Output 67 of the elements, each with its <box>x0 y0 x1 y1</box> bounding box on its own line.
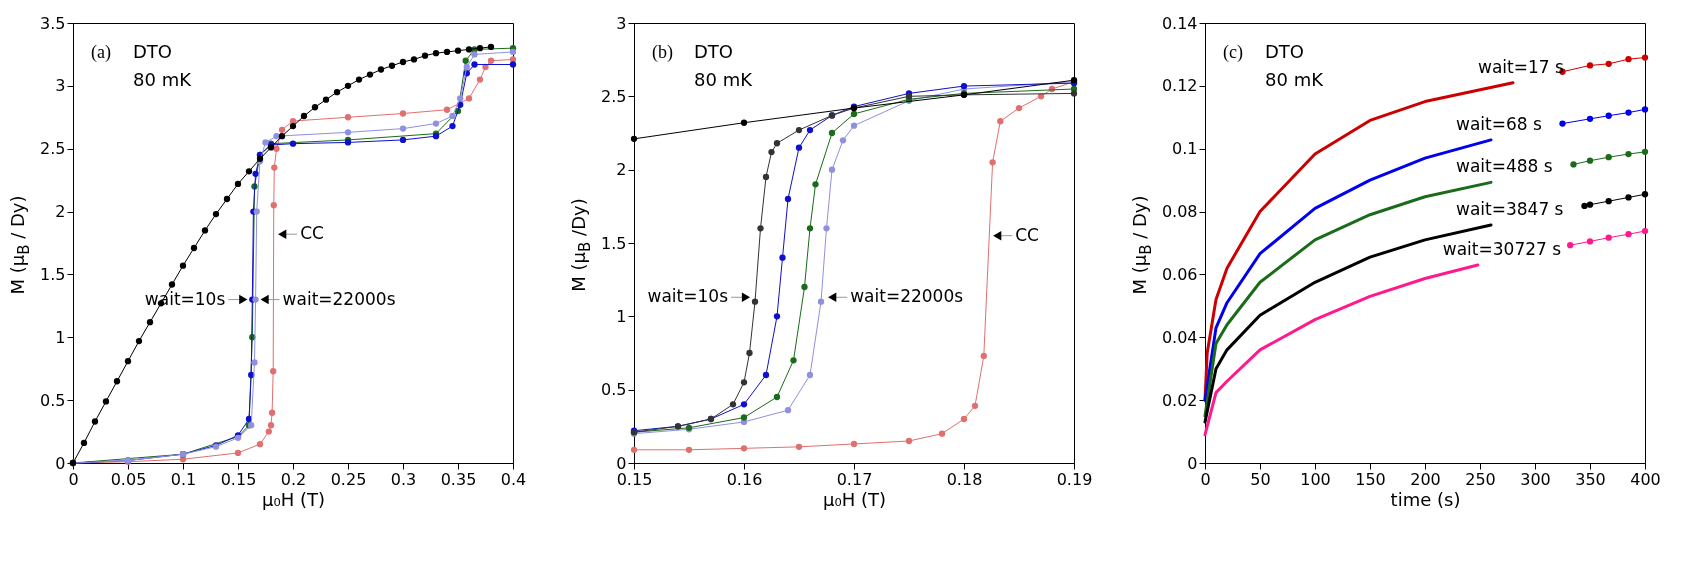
annotation: DTO <box>694 41 734 62</box>
annotation: (b) <box>652 42 673 63</box>
x-axis-title: μ₀H (T) <box>823 488 886 510</box>
y-tick-label: 1 <box>616 306 627 326</box>
annotation: wait=22000s <box>282 288 396 309</box>
y-tick-label: 0.06 <box>1161 264 1198 284</box>
x-tick-label: 0.2 <box>280 469 307 489</box>
series-label: wait=30727 s <box>1442 239 1562 259</box>
x-tick-label: 0.15 <box>220 469 257 489</box>
annotation: wait=10s <box>144 288 226 309</box>
x-tick-label: 0.19 <box>1056 469 1093 489</box>
x-tick-label: 0 <box>1200 469 1211 489</box>
series-label: wait=3847 s <box>1456 199 1564 220</box>
y-tick-label: 0.12 <box>1161 76 1198 96</box>
y-tick-label: 0 <box>55 453 66 473</box>
annotation: (c) <box>1223 42 1243 63</box>
y-tick-label: 1.5 <box>40 264 66 284</box>
y-tick-label: 1.5 <box>601 233 627 253</box>
x-tick-label: 0.4 <box>500 469 527 489</box>
annotation: 80 mK <box>133 69 193 90</box>
x-tick-label: 300 <box>1520 469 1551 489</box>
annotation: CC <box>1015 224 1039 245</box>
x-tick-label: 400 <box>1630 469 1661 489</box>
annotation: DTO <box>133 41 173 62</box>
y-tick-label: 3 <box>616 13 627 33</box>
x-tick-label: 0.1 <box>170 469 197 489</box>
y-tick-label: 0.14 <box>1161 13 1198 33</box>
x-tick-label: 100 <box>1300 469 1331 489</box>
x-axis-title: time (s) <box>1390 488 1461 510</box>
y-tick-label: 2 <box>616 160 627 180</box>
y-tick-label: 0.5 <box>601 380 627 400</box>
series-label: wait=488 s <box>1456 156 1553 177</box>
annotation: wait=10s <box>647 286 729 307</box>
y-tick-label: 2.5 <box>40 139 66 159</box>
x-tick-label: 200 <box>1410 469 1441 489</box>
y-tick-label: 0.08 <box>1161 202 1198 222</box>
annotation: DTO <box>1265 41 1305 62</box>
x-tick-label: 0 <box>68 469 79 489</box>
x-tick-label: 0.25 <box>330 469 367 489</box>
annotation: 80 mK <box>694 69 754 90</box>
y-tick-label: 0.02 <box>1161 390 1198 410</box>
annotation: wait=22000s <box>850 286 964 307</box>
y-tick-label: 2.5 <box>601 86 627 106</box>
x-tick-label: 0.35 <box>440 469 477 489</box>
x-tick-label: 0.18 <box>946 469 983 489</box>
series-label: wait=17 s <box>1478 56 1564 77</box>
x-tick-label: 250 <box>1465 469 1496 489</box>
x-tick-label: 0.3 <box>390 469 417 489</box>
annotation: 80 mK <box>1265 69 1325 90</box>
y-tick-label: 3 <box>55 76 66 96</box>
series-label: wait=68 s <box>1456 113 1542 134</box>
y-tick-label: 0.04 <box>1161 327 1198 347</box>
x-axis-title: μ₀H (T) <box>262 488 325 510</box>
x-tick-label: 350 <box>1575 469 1606 489</box>
y-tick-label: 3.5 <box>40 13 66 33</box>
y-tick-label: 0 <box>1187 453 1198 473</box>
x-tick-label: 0.16 <box>726 469 763 489</box>
annotation: (a) <box>91 42 111 63</box>
x-tick-label: 0.05 <box>110 469 147 489</box>
y-tick-label: 1 <box>55 327 66 347</box>
x-tick-label: 50 <box>1250 469 1271 489</box>
y-tick-label: 2 <box>55 202 66 222</box>
y-tick-label: 0.1 <box>1172 139 1198 159</box>
x-tick-label: 0.17 <box>836 469 873 489</box>
y-tick-label: 0.5 <box>40 390 66 410</box>
x-tick-label: 150 <box>1355 469 1386 489</box>
annotation: CC <box>300 223 324 244</box>
